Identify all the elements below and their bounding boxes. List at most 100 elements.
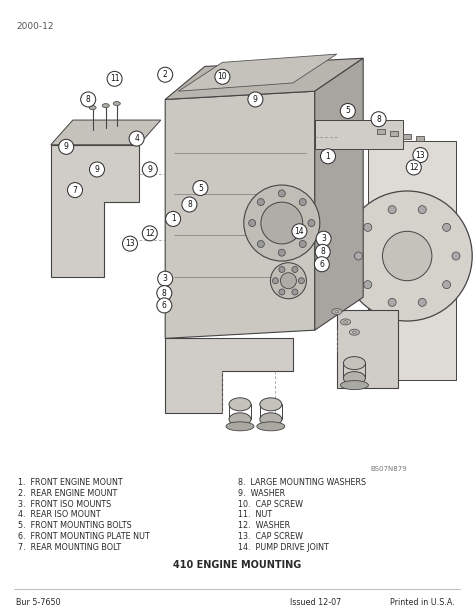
Circle shape <box>443 281 451 289</box>
Text: 3.  FRONT ISO MOUNTS: 3. FRONT ISO MOUNTS <box>18 500 111 509</box>
Circle shape <box>388 205 396 214</box>
Text: 8.  LARGE MOUNTING WASHERS: 8. LARGE MOUNTING WASHERS <box>238 478 366 487</box>
Circle shape <box>308 219 315 227</box>
Text: 10.  CAP SCREW: 10. CAP SCREW <box>238 500 303 509</box>
Text: 8: 8 <box>162 289 167 297</box>
Polygon shape <box>315 120 403 149</box>
Polygon shape <box>337 310 399 388</box>
Ellipse shape <box>343 357 365 370</box>
Circle shape <box>107 71 122 86</box>
Text: 12.  WASHER: 12. WASHER <box>238 521 290 530</box>
FancyBboxPatch shape <box>416 135 424 140</box>
Circle shape <box>193 180 208 196</box>
Text: Printed in U.S.A.: Printed in U.S.A. <box>390 598 455 607</box>
Text: 6: 6 <box>162 301 167 310</box>
Circle shape <box>158 271 173 286</box>
Circle shape <box>59 139 73 154</box>
Circle shape <box>122 236 137 251</box>
Text: 6: 6 <box>319 260 324 268</box>
Text: 8: 8 <box>86 95 91 104</box>
Text: 410 ENGINE MOUNTING: 410 ENGINE MOUNTING <box>173 560 301 569</box>
Circle shape <box>157 286 172 300</box>
Circle shape <box>67 183 82 197</box>
Circle shape <box>452 252 460 260</box>
Text: 6.  FRONT MOUNTING PLATE NUT: 6. FRONT MOUNTING PLATE NUT <box>18 532 150 541</box>
Circle shape <box>279 289 285 295</box>
Circle shape <box>81 92 96 107</box>
Circle shape <box>314 257 329 272</box>
Circle shape <box>292 289 298 295</box>
Circle shape <box>292 224 307 239</box>
Ellipse shape <box>332 308 342 314</box>
Circle shape <box>364 281 372 289</box>
Ellipse shape <box>102 104 109 108</box>
Text: 8: 8 <box>320 248 325 256</box>
Text: 1: 1 <box>171 215 175 223</box>
Text: 9: 9 <box>253 95 258 104</box>
Circle shape <box>165 211 181 226</box>
Circle shape <box>418 205 426 214</box>
Ellipse shape <box>349 329 359 335</box>
Polygon shape <box>368 140 456 379</box>
Circle shape <box>257 240 264 248</box>
Circle shape <box>443 223 451 231</box>
Text: 11: 11 <box>110 74 119 83</box>
Circle shape <box>292 267 298 272</box>
Text: 14.  PUMP DRIVE JOINT: 14. PUMP DRIVE JOINT <box>238 543 329 552</box>
Text: 9: 9 <box>64 142 69 151</box>
Text: 10: 10 <box>218 72 227 82</box>
Circle shape <box>355 252 363 260</box>
Circle shape <box>182 197 197 212</box>
Circle shape <box>388 299 396 306</box>
Ellipse shape <box>113 102 120 105</box>
Circle shape <box>248 92 263 107</box>
Circle shape <box>299 199 306 205</box>
Text: 4.  REAR ISO MOUNT: 4. REAR ISO MOUNT <box>18 511 100 519</box>
Text: 8: 8 <box>187 200 192 209</box>
Text: 14: 14 <box>294 227 304 236</box>
Text: 4: 4 <box>134 134 139 143</box>
Ellipse shape <box>341 319 351 325</box>
Text: 12: 12 <box>145 229 155 238</box>
Circle shape <box>249 219 255 227</box>
Text: 13: 13 <box>125 239 135 248</box>
Polygon shape <box>51 120 161 145</box>
Text: 13.  CAP SCREW: 13. CAP SCREW <box>238 532 303 541</box>
Ellipse shape <box>229 398 251 411</box>
Text: 12: 12 <box>409 163 419 172</box>
Circle shape <box>278 190 285 197</box>
Circle shape <box>215 69 230 84</box>
Text: 5.  FRONT MOUNTING BOLTS: 5. FRONT MOUNTING BOLTS <box>18 521 132 530</box>
Circle shape <box>142 226 157 241</box>
Circle shape <box>383 231 432 281</box>
Text: 7: 7 <box>73 186 77 194</box>
Circle shape <box>157 298 172 313</box>
Circle shape <box>406 160 421 175</box>
Circle shape <box>316 231 331 246</box>
Ellipse shape <box>229 413 251 426</box>
Circle shape <box>270 263 306 299</box>
Polygon shape <box>51 145 139 276</box>
Circle shape <box>340 104 356 118</box>
Polygon shape <box>165 338 293 413</box>
Polygon shape <box>315 58 363 330</box>
Polygon shape <box>165 58 363 99</box>
Text: Issued 12-07: Issued 12-07 <box>290 598 341 607</box>
Circle shape <box>364 223 372 231</box>
Circle shape <box>244 185 320 261</box>
Text: 11.  NUT: 11. NUT <box>238 511 272 519</box>
Text: 9: 9 <box>147 165 152 174</box>
Circle shape <box>142 162 157 177</box>
Text: 9.  WASHER: 9. WASHER <box>238 489 285 498</box>
Circle shape <box>90 162 104 177</box>
FancyBboxPatch shape <box>377 129 385 134</box>
Circle shape <box>418 299 426 306</box>
Circle shape <box>413 148 428 162</box>
Text: 1.  FRONT ENGINE MOUNT: 1. FRONT ENGINE MOUNT <box>18 478 123 487</box>
Circle shape <box>299 278 304 284</box>
Circle shape <box>279 267 285 272</box>
Text: 2000-12: 2000-12 <box>16 22 54 31</box>
Circle shape <box>261 202 303 244</box>
Text: 7.  REAR MOUNTING BOLT: 7. REAR MOUNTING BOLT <box>18 543 121 552</box>
Text: 2.  REAR ENGINE MOUNT: 2. REAR ENGINE MOUNT <box>18 489 117 498</box>
